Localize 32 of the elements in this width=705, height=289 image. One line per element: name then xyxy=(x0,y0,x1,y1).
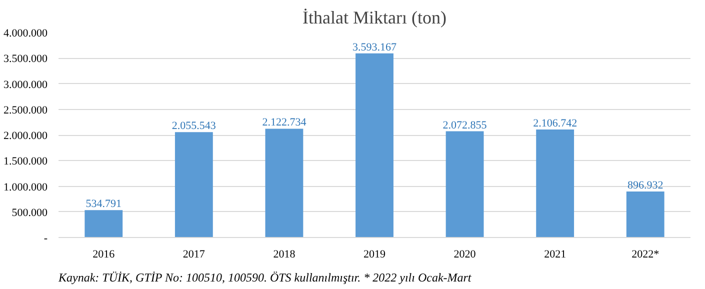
chart-title: İthalat Miktarı (ton) xyxy=(302,8,446,28)
y-tick-label: 2.000.000 xyxy=(4,130,48,142)
data-label: 2.072.855 xyxy=(442,119,488,132)
bar xyxy=(84,210,123,238)
bar xyxy=(536,130,574,238)
y-tick-label: 3.500.000 xyxy=(4,53,48,66)
y-tick-label: 1.500.000 xyxy=(4,156,48,168)
x-tick-label: 2018 xyxy=(273,248,296,260)
x-tick-label: 2016 xyxy=(92,248,116,260)
x-tick-label: 2019 xyxy=(364,248,386,260)
bar xyxy=(446,131,484,238)
y-tick-label: 4.000.000 xyxy=(4,28,48,40)
x-tick-label: 2020 xyxy=(454,248,476,260)
bar xyxy=(356,53,394,238)
x-tick-label: 2022* xyxy=(632,248,660,260)
data-label: 534.791 xyxy=(86,198,122,210)
data-label: 3.593.167 xyxy=(352,41,397,54)
y-tick-label: - xyxy=(44,232,48,244)
data-label: 2.106.742 xyxy=(533,118,578,130)
bar xyxy=(174,132,213,238)
y-tick-label: 2.500.000 xyxy=(4,104,48,116)
y-tick-label: 1.000.000 xyxy=(4,181,48,194)
text: Kaynak: TÜİK, GTİP No: 100510, 100590. ÖTS kullanılmıştır. * 2022 yılı Ocak-Mart xyxy=(58,270,472,284)
x-tick-label: 2017 xyxy=(182,248,206,260)
bar xyxy=(626,192,664,238)
data-label: 896.932 xyxy=(627,180,664,192)
y-tick-label: 3.000.000 xyxy=(4,78,48,91)
y-tick-label: 500.000 xyxy=(12,206,48,219)
x-tick-label: 2021 xyxy=(544,248,566,260)
data-label: 2.122.734 xyxy=(262,116,307,129)
data-label: 2.055.543 xyxy=(172,120,216,132)
bar xyxy=(265,128,304,238)
